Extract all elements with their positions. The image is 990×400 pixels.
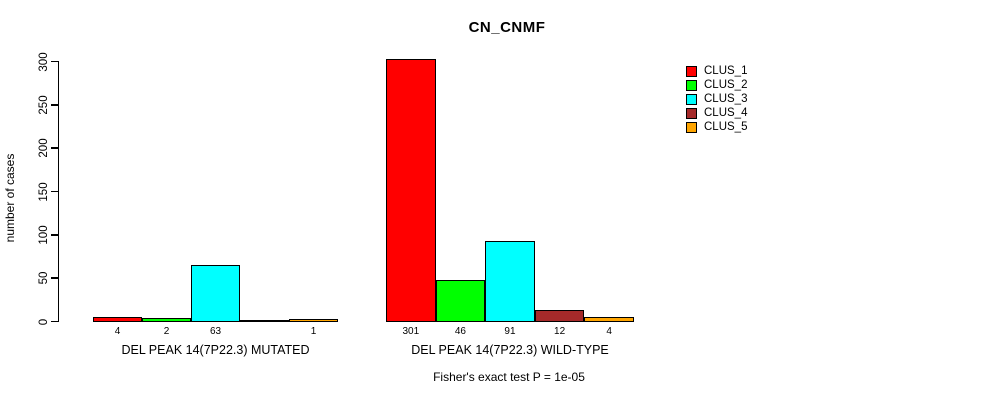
- y-axis-tick: [51, 320, 58, 323]
- bar-value-label: 2: [163, 326, 170, 337]
- bar-clus_5-group2: [584, 317, 634, 322]
- legend-item-clus_1: CLUS_1: [686, 65, 748, 77]
- group-label-mutated: DEL PEAK 14(7P22.3) MUTATED: [121, 343, 310, 357]
- legend-label: CLUS_2: [704, 79, 748, 91]
- fisher-test-annotation: Fisher's exact test P = 1e-05: [433, 370, 585, 384]
- legend-item-clus_4: CLUS_4: [686, 107, 748, 119]
- legend-item-clus_5: CLUS_5: [686, 121, 748, 133]
- legend-swatch-icon: [686, 122, 697, 133]
- bar-value-label: 12: [554, 326, 566, 337]
- y-axis-line: [57, 61, 59, 322]
- y-axis-tick: [51, 277, 58, 279]
- legend-label: CLUS_5: [704, 121, 748, 133]
- bar-value-label: 4: [606, 326, 612, 337]
- y-axis-tick: [51, 147, 58, 149]
- bar-value-label: 301: [402, 326, 420, 337]
- bar-clus_3-group2: [485, 241, 535, 322]
- bar-clus_1-group2: [386, 59, 436, 322]
- y-axis-tick: [51, 190, 58, 193]
- bar-clus_4-group2: [534, 310, 585, 322]
- bar-clus_2-group1: [142, 318, 191, 322]
- legend-label: CLUS_1: [704, 65, 748, 77]
- chart-title: CN_CNMF: [468, 19, 546, 36]
- bar-value-label: 1: [310, 326, 317, 337]
- bar-value-label: 63: [209, 326, 222, 337]
- legend-label: CLUS_4: [704, 107, 748, 119]
- bar-value-label: 91: [504, 326, 516, 337]
- legend-item-clus_2: CLUS_2: [686, 79, 748, 91]
- legend-swatch-icon: [686, 108, 697, 119]
- bar-clus_4-group1: [240, 320, 289, 322]
- bar-clus_5-group1: [289, 319, 338, 322]
- bar-clus_3-group1: [191, 265, 240, 322]
- legend-swatch-icon: [686, 94, 697, 105]
- group-label-wild-type: DEL PEAK 14(7P22.3) WILD-TYPE: [411, 343, 609, 357]
- bar-clus_2-group2: [435, 280, 486, 322]
- y-axis-tick: [51, 234, 58, 236]
- y-axis-tick: [51, 104, 58, 106]
- bar-value-label: 46: [454, 326, 466, 337]
- legend-swatch-icon: [686, 80, 697, 91]
- y-axis-tick: [51, 60, 58, 63]
- bar-clus_1-group1: [93, 317, 142, 322]
- legend-swatch-icon: [686, 66, 697, 77]
- legend-label: CLUS_3: [704, 93, 748, 105]
- legend: CLUS_1 CLUS_2 CLUS_3 CLUS_4 CLUS_5: [686, 65, 748, 136]
- bar-value-label: 4: [114, 326, 121, 337]
- legend-item-clus_3: CLUS_3: [686, 93, 748, 105]
